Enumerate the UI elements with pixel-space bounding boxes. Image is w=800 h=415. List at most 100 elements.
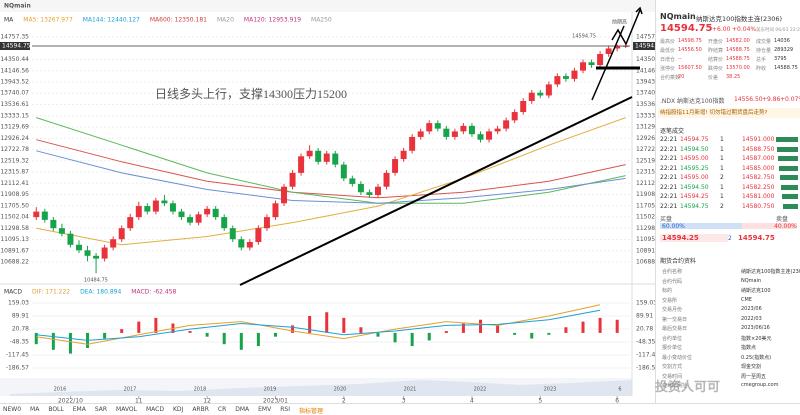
candle-body [67,233,74,245]
indicator-tab[interactable]: DMA [235,406,250,413]
indicator-label: MA20 [217,17,234,24]
index-name: .NDX 纳斯达克100指数 [660,98,725,105]
ask-title: 卖盘 [776,216,789,223]
macd-bar [615,319,619,333]
info-label: 最小变动价位 [662,354,693,361]
stat-label: 开盘价 [708,39,724,45]
indicator-tab[interactable]: NEW0 [3,406,22,413]
candle-body [75,244,82,251]
stat-value: 3795 [774,56,787,62]
info-value: NQmain [741,277,762,284]
trade-price: 14594.50 [680,145,709,153]
ladder-bar [782,194,798,199]
y-tick-label: 12112.41 [636,180,655,187]
candle-body [460,125,467,132]
indicator-tab[interactable]: MAVOL [116,406,137,413]
macd-bar [564,327,568,333]
ladder-price: 14588.750 [742,145,775,153]
info-label: 合约代码 [662,278,683,285]
stat-value: 14588.75 [726,47,750,53]
indicator-tab[interactable]: ARBR [192,406,209,413]
macd-bar [273,332,277,337]
info-value: 指数点 [741,345,757,351]
macd-bar [461,323,465,333]
candle-body [118,228,125,240]
candle-body [486,131,493,140]
macd-bar [359,327,363,333]
candle-body [272,203,279,218]
candle-body [152,200,159,212]
candle-body [212,208,219,218]
y-tick-label: 10891.67 [636,247,655,254]
indicator-tab[interactable]: 指标管理 [298,408,323,415]
trade-time: 22:21 [660,164,678,172]
indicator-tab[interactable]: BOLL [48,406,64,413]
stat-value: 14588.75 [726,56,750,62]
indicator-tab[interactable]: MA [30,406,40,413]
ask-price: 14594.75 [738,234,775,242]
info-label: 最后交易日 [662,326,688,332]
candle-body [58,228,65,234]
info-value: 纳斯达克100 [741,288,771,294]
stat-value: 14582.00 [726,38,750,44]
y-tick-label: -186.57 [636,365,655,372]
moving-average [36,150,626,204]
indicator-tab[interactable]: EMA [72,406,86,413]
ladder-price: 14582.250 [742,183,775,191]
macd-header: MACD [4,289,22,296]
indicator-tabs: NEW0 MA BOLL EMA SAR MAVOL MACD KDJ ARBR CR DMA EMV… [0,403,800,415]
trade-time: 22:21 [660,155,678,162]
info-value: 指数×20美元 [741,335,772,342]
candle-body [503,120,510,129]
stat-label: 合约乘数 [660,75,681,81]
indicator-tab[interactable]: RSI [280,406,290,413]
candle-body [127,217,134,229]
info-label: 合约名称 [662,269,683,275]
y-tick-label: 11705.50 [0,202,29,209]
instrument-name: 纳斯达克100指数主连(2306) [696,15,783,23]
trade-price: 14595.00 [680,155,709,162]
candle-body [605,48,612,54]
info-value: 0.25(指数点) [741,354,772,361]
y-tick-label: 159.03 [8,300,29,307]
indicator-tab[interactable]: KDJ [172,406,184,413]
info-value: 现金交割 [741,364,762,370]
candle-body [357,183,364,193]
candle-body [169,203,176,212]
high-label: 14594.75 [572,34,596,40]
macd-bar [427,332,431,341]
candle-body [93,255,100,259]
macd-bar [137,321,141,333]
candle-body [528,92,535,101]
candle-body [41,211,48,220]
info-value: 2023/06/16 [741,325,770,331]
indicator-tab[interactable]: MACD [145,406,164,413]
candle-body [135,206,142,218]
support-trendline [239,96,633,286]
info-value: 2023/06 [741,306,762,312]
ladder-price: 14585.000 [742,164,775,172]
indicator-label: MA120: 12953.919 [244,17,301,24]
trade-qty: 1 [720,164,724,172]
trade-time: 22:21 [660,145,678,153]
macd-bar [51,332,55,350]
candle-body [221,217,228,229]
candle-body [323,153,330,162]
info-title: 期货合约资料 [660,258,697,265]
info-value: 纳斯达克100指数主连(2306) [741,269,800,275]
bid-bar [660,223,743,229]
macd-bar [496,325,500,333]
indicator-tab[interactable]: SAR [94,406,108,413]
y-tick-label: 11502.04 [0,214,29,221]
indicator-label: MA5: 13267.977 [23,17,73,24]
y-tick-label: 20.78 [12,326,29,333]
ladder-price: 14581.000 [742,193,775,200]
low-label: 10484.75 [84,278,108,284]
indicator-tab[interactable]: CR [217,406,227,413]
indicator-tab[interactable]: EMV [258,406,272,413]
y-tick-label: 10891.67 [0,247,29,254]
y-tick-label: 13536.61 [0,101,29,108]
candle-body [144,206,151,212]
macd-bar [188,331,192,333]
overview-year: 2022 [474,387,487,393]
